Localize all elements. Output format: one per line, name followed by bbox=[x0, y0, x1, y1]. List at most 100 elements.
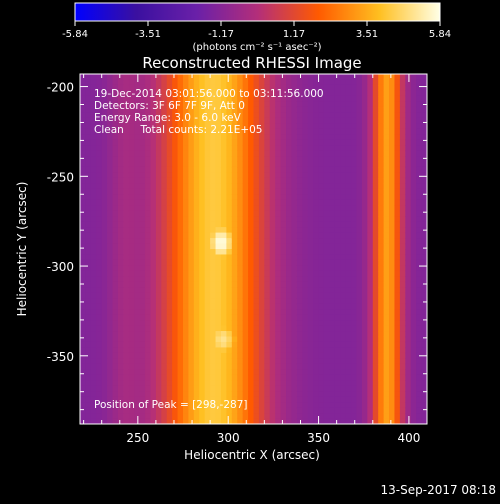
heatmap-cell bbox=[80, 128, 87, 135]
heatmap-cell bbox=[90, 363, 97, 370]
heatmap-cell bbox=[367, 385, 374, 392]
heatmap-cell bbox=[155, 270, 162, 277]
heatmap-cell bbox=[199, 287, 206, 294]
heatmap-cell bbox=[112, 320, 119, 327]
heatmap-cell bbox=[107, 150, 114, 157]
heatmap-cell bbox=[237, 227, 244, 234]
heatmap-cell bbox=[210, 134, 217, 141]
heatmap-cell bbox=[161, 123, 168, 130]
heatmap-cell bbox=[389, 210, 396, 217]
heatmap-cell bbox=[150, 90, 157, 97]
heatmap-cell bbox=[323, 407, 331, 414]
heatmap-cell bbox=[226, 358, 233, 365]
heatmap-cell bbox=[340, 391, 347, 398]
heatmap-cell bbox=[226, 112, 233, 119]
heatmap-cell bbox=[394, 249, 401, 256]
heatmap-cell bbox=[161, 303, 168, 310]
heatmap-cell bbox=[107, 402, 114, 409]
heatmap-cell bbox=[107, 145, 114, 152]
heatmap-cell bbox=[367, 374, 374, 381]
heatmap-cell bbox=[177, 336, 184, 343]
heatmap-cell bbox=[340, 243, 347, 250]
heatmap-cell bbox=[383, 150, 390, 157]
heatmap-cell bbox=[210, 418, 217, 424]
heatmap-cell bbox=[378, 292, 385, 299]
heatmap-cell bbox=[237, 402, 244, 409]
heatmap-cell bbox=[128, 210, 135, 217]
heatmap-cell bbox=[90, 298, 97, 305]
heatmap-cell bbox=[231, 281, 238, 288]
heatmap-cell bbox=[394, 298, 401, 305]
heatmap-cell bbox=[155, 380, 162, 387]
heatmap-cell bbox=[226, 303, 233, 310]
heatmap-cell bbox=[367, 347, 374, 354]
heatmap-cell bbox=[329, 287, 336, 294]
heatmap-cell bbox=[410, 112, 417, 119]
heatmap-cell bbox=[275, 259, 282, 267]
heatmap-cell bbox=[128, 358, 135, 365]
heatmap-cell bbox=[155, 232, 162, 239]
heatmap-cell bbox=[237, 309, 244, 316]
heatmap-cell bbox=[399, 374, 406, 381]
heatmap-cell bbox=[258, 369, 265, 376]
heatmap-cell bbox=[172, 347, 179, 354]
heatmap-cell bbox=[188, 369, 195, 376]
heatmap-cell bbox=[323, 232, 331, 239]
heatmap-cell bbox=[220, 74, 227, 81]
heatmap-cell bbox=[416, 74, 423, 81]
heatmap-cell bbox=[361, 270, 368, 277]
heatmap-cell bbox=[242, 276, 249, 283]
heatmap-cell bbox=[139, 276, 146, 283]
heatmap-cell bbox=[280, 243, 287, 250]
heatmap-cell bbox=[421, 358, 427, 365]
heatmap-cell bbox=[96, 347, 103, 354]
heatmap-cell bbox=[356, 172, 363, 179]
heatmap-cell bbox=[280, 270, 287, 277]
heatmap-cell bbox=[389, 363, 396, 370]
heatmap-cell bbox=[90, 259, 97, 267]
heatmap-cell bbox=[296, 139, 303, 146]
heatmap-cell bbox=[253, 407, 260, 414]
heatmap-cell bbox=[231, 166, 238, 174]
heatmap-cell bbox=[351, 188, 358, 195]
heatmap-cell bbox=[145, 194, 152, 201]
heatmap-cell bbox=[389, 232, 396, 239]
heatmap-cell bbox=[416, 418, 423, 424]
heatmap-cell bbox=[248, 407, 255, 414]
heatmap-cell bbox=[231, 117, 238, 124]
heatmap-cell bbox=[372, 396, 379, 403]
heatmap-cell bbox=[345, 336, 352, 343]
heatmap-cell bbox=[378, 74, 385, 81]
heatmap-cell bbox=[361, 385, 368, 392]
heatmap-cell bbox=[286, 374, 293, 381]
heatmap-cell bbox=[101, 188, 108, 195]
heatmap-cell bbox=[291, 413, 298, 420]
heatmap-cell bbox=[378, 205, 385, 212]
heatmap-cell bbox=[372, 227, 379, 234]
heatmap-cell bbox=[204, 156, 211, 163]
heatmap-cell bbox=[85, 374, 92, 381]
heatmap-cell bbox=[80, 331, 87, 338]
heatmap-cell bbox=[361, 101, 368, 108]
heatmap-cell bbox=[269, 276, 276, 283]
heatmap-cell bbox=[231, 374, 238, 381]
heatmap-cell bbox=[90, 380, 97, 387]
heatmap-cell bbox=[410, 374, 417, 381]
heatmap-cell bbox=[383, 352, 390, 359]
heatmap-cell bbox=[107, 95, 114, 102]
heatmap-cell bbox=[237, 84, 244, 92]
heatmap-cell bbox=[139, 347, 146, 354]
heatmap-cell bbox=[134, 238, 141, 245]
heatmap-cell bbox=[291, 259, 298, 267]
heatmap-cell bbox=[356, 117, 363, 124]
heatmap-cell bbox=[237, 270, 244, 277]
heatmap-cell bbox=[280, 292, 287, 299]
heatmap-cell bbox=[367, 194, 374, 201]
heatmap-cell bbox=[231, 194, 238, 201]
heatmap-cell bbox=[204, 249, 211, 256]
heatmap-cell bbox=[264, 265, 271, 272]
heatmap-cell bbox=[356, 150, 363, 157]
heatmap-cell bbox=[80, 117, 87, 124]
heatmap-cell bbox=[318, 84, 325, 92]
heatmap-cell bbox=[340, 84, 347, 92]
